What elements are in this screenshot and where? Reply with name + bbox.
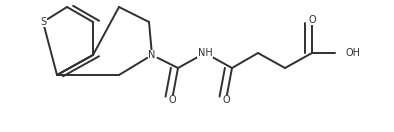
Text: S: S	[40, 17, 46, 27]
Text: O: O	[308, 15, 316, 25]
Text: O: O	[222, 95, 230, 105]
Text: OH: OH	[345, 48, 360, 58]
Text: NH: NH	[198, 48, 212, 58]
Text: N: N	[148, 50, 156, 60]
Text: O: O	[168, 95, 176, 105]
